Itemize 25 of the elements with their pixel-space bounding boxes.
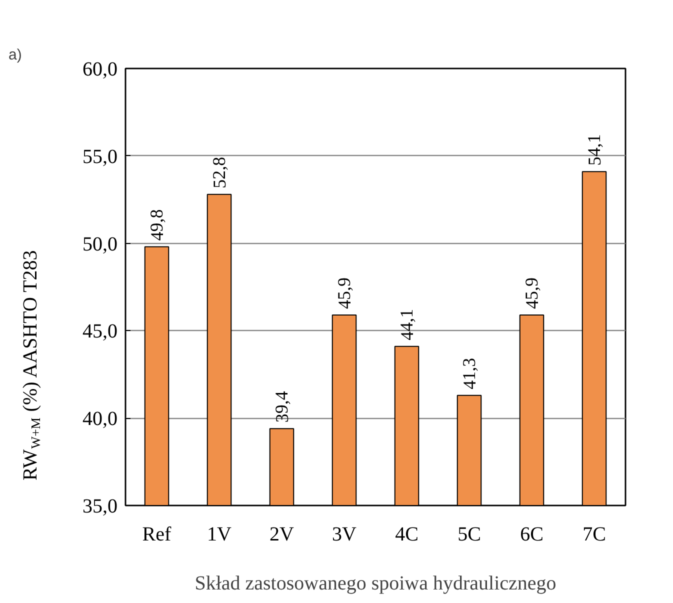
x-tick-label: 1V bbox=[207, 524, 232, 546]
x-tick-label: 5C bbox=[458, 524, 481, 546]
data-label: 49,8 bbox=[146, 209, 167, 241]
data-label: 52,8 bbox=[209, 156, 230, 188]
data-label: 39,4 bbox=[272, 391, 292, 423]
x-tick-label: 6C bbox=[520, 524, 544, 546]
x-tick-label: 2V bbox=[270, 524, 295, 546]
data-label: 45,9 bbox=[334, 277, 354, 309]
y-tick-label: 35,0 bbox=[82, 496, 118, 518]
y-tick-label: 45,0 bbox=[82, 320, 118, 343]
x-tick-label: 4C bbox=[395, 524, 418, 546]
y-tick-label: 60,0 bbox=[82, 58, 118, 80]
y-tick-label: 55,0 bbox=[82, 146, 118, 168]
y-tick-label: 50,0 bbox=[82, 233, 118, 256]
x-tick-label: 3V bbox=[332, 524, 358, 546]
x-tick-label: Ref bbox=[142, 524, 172, 546]
data-label: 45,9 bbox=[522, 277, 542, 309]
y-tick-label: 40,0 bbox=[82, 408, 118, 430]
y-axis-title: RWW+M (%) AASHTO T283 bbox=[20, 250, 43, 480]
x-tick-label: 7C bbox=[582, 524, 606, 546]
chart-title: a) bbox=[8, 46, 22, 64]
data-label: 54,1 bbox=[584, 134, 604, 166]
data-label: 41,3 bbox=[459, 358, 480, 390]
data-label: 44,1 bbox=[396, 308, 417, 340]
x-axis-title: Skład zastosowanego spoiwa hydraulicznego bbox=[194, 572, 556, 594]
